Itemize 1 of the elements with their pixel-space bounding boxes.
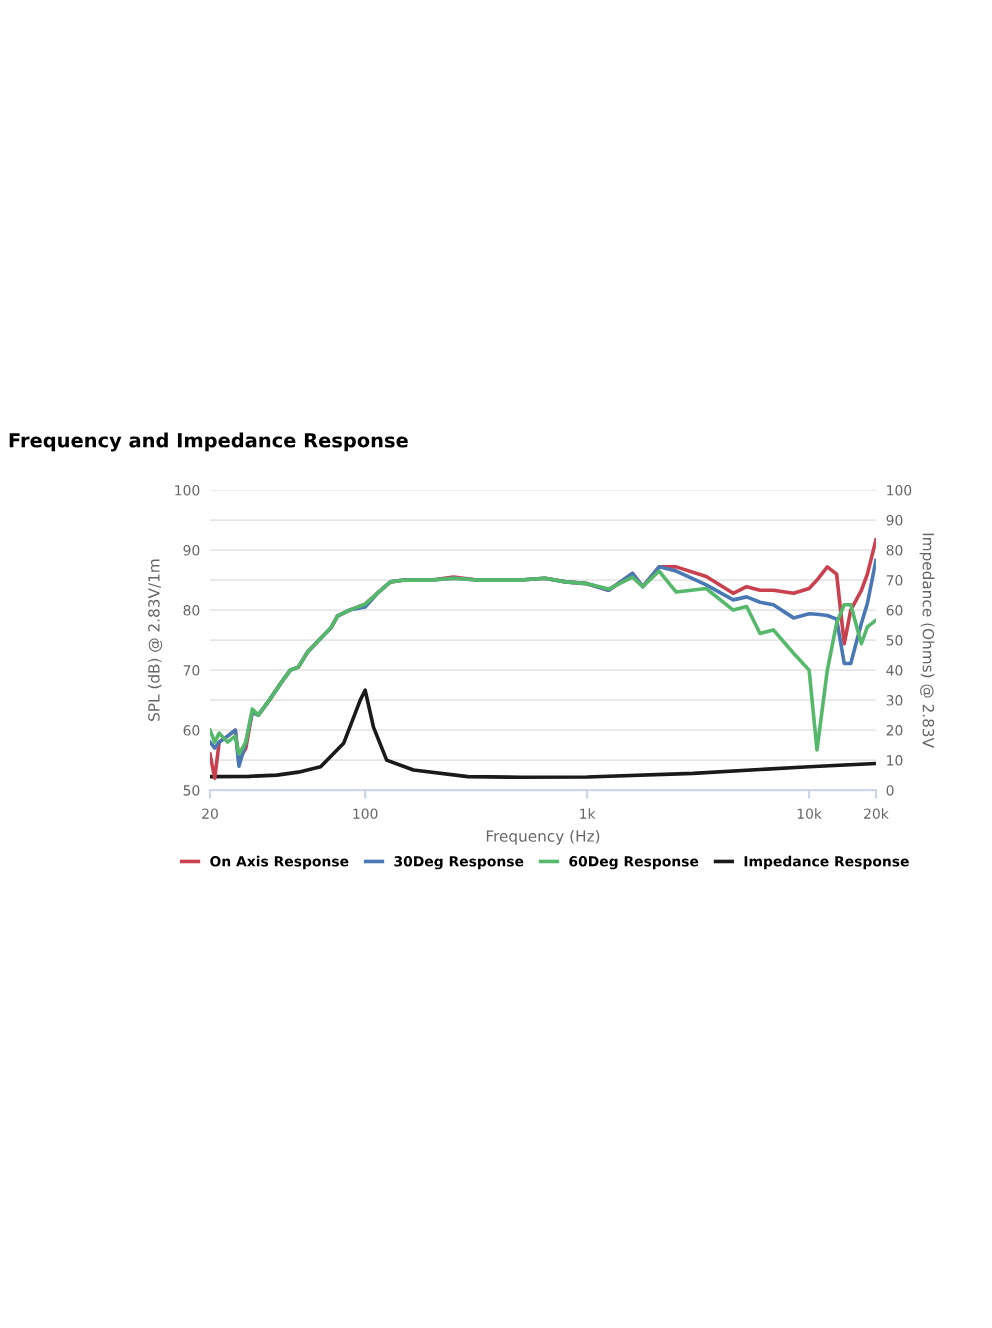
- chart-title: Frequency and Impedance Response: [9, 432, 408, 452]
